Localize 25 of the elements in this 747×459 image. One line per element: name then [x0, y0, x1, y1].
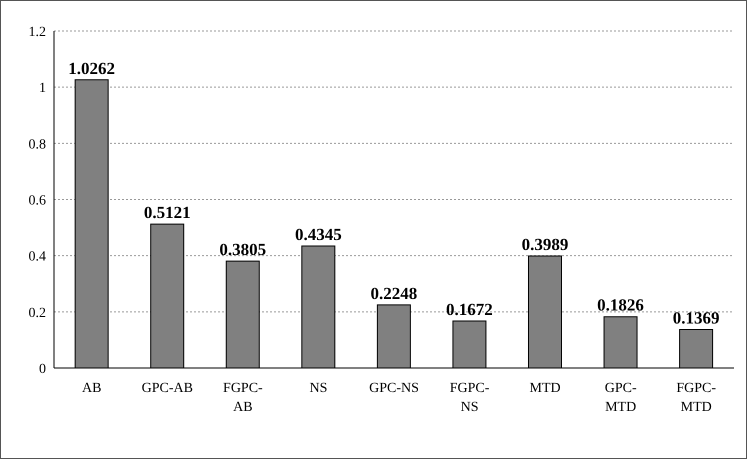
data-label: 0.4345: [294, 224, 342, 244]
y-tick-label: 1: [39, 81, 46, 96]
x-tick-label: FGPC-NS: [450, 381, 490, 415]
data-label: 1.0262: [68, 58, 116, 78]
x-tick-label: GPC-MTD: [604, 381, 637, 415]
x-tick-label: NS: [309, 381, 328, 396]
y-tick-label: 0.8: [28, 137, 46, 152]
y-tick-label: 0.4: [28, 250, 46, 265]
x-tick-label: FGPC-AB: [223, 381, 264, 415]
data-label: 0.1826: [597, 296, 644, 315]
y-tick-label: 0.2: [28, 306, 46, 321]
y-tick-label: 1.2: [28, 24, 46, 40]
x-tick-label: GPC-AB: [142, 381, 194, 396]
x-tick-label: FGPC-MTD: [676, 381, 716, 415]
y-tick-label: 0.6: [28, 193, 46, 208]
x-tick-label: GPC-NS: [369, 381, 419, 396]
y-tick-label: 0: [39, 362, 46, 377]
x-tick-label: AB: [82, 381, 102, 396]
data-label: 0.2248: [370, 284, 418, 303]
data-label: 0.1369: [672, 308, 720, 328]
x-tick-label: MTD: [530, 381, 561, 396]
data-label: 0.3805: [219, 240, 266, 260]
data-label: 0.3989: [522, 234, 568, 254]
data-label: 0.5121: [144, 203, 191, 222]
data-label: 0.1672: [446, 300, 493, 320]
